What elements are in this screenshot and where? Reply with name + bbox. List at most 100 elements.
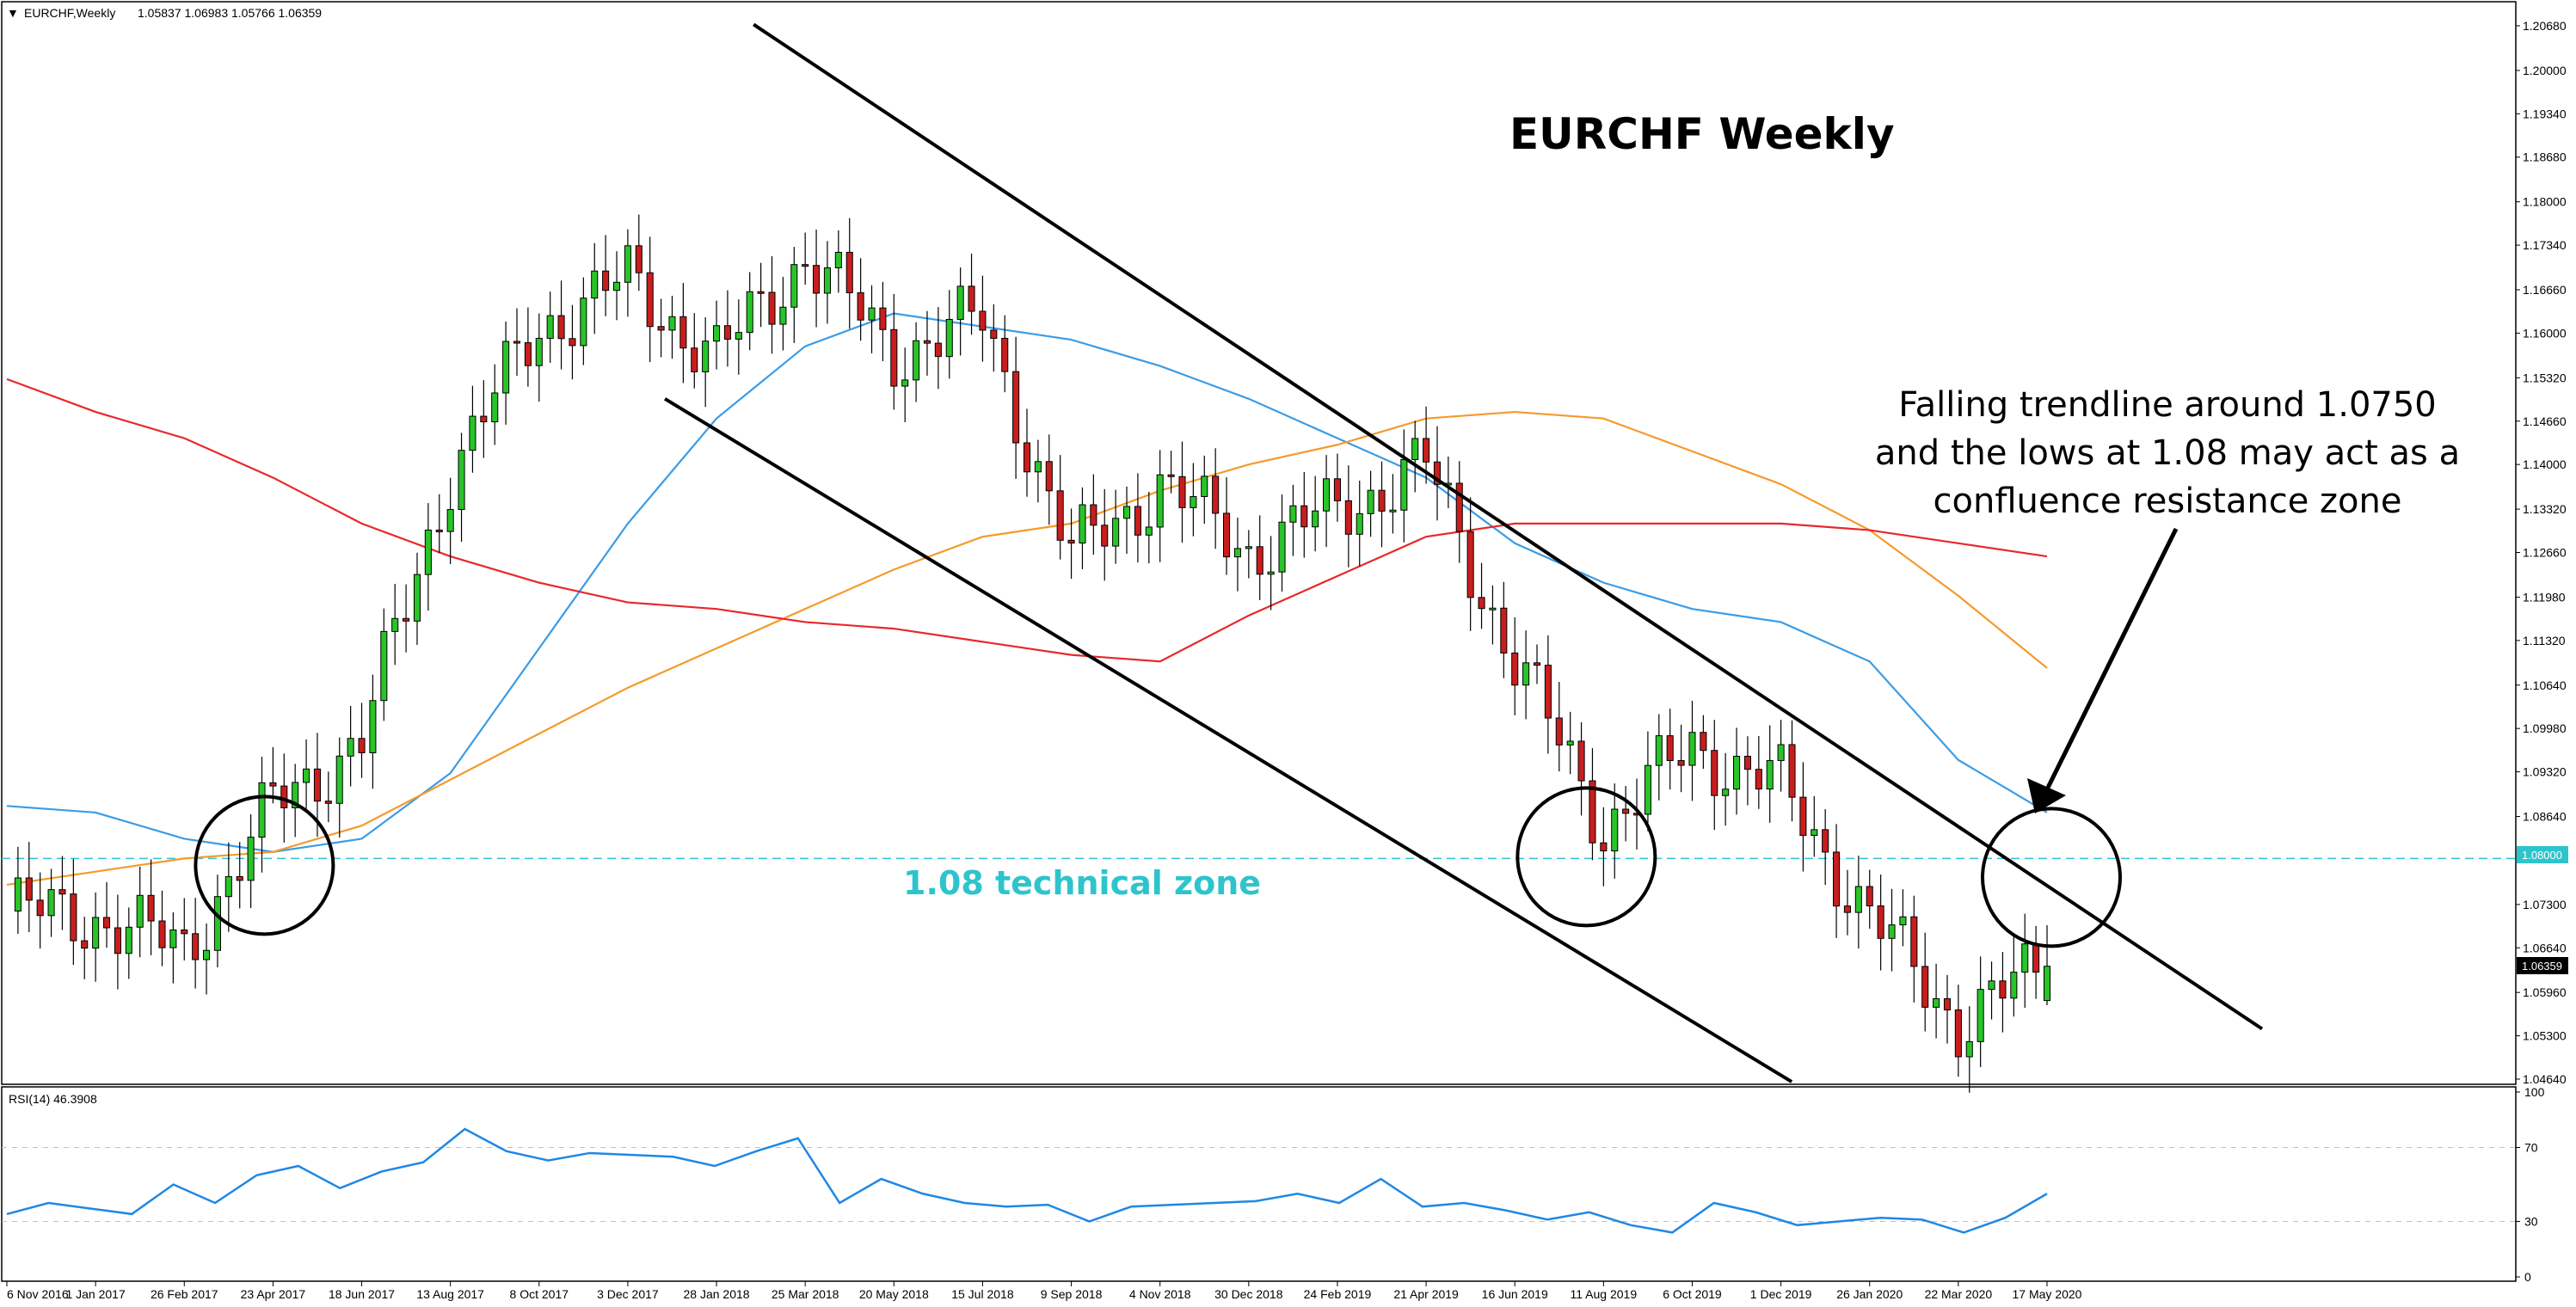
candle — [1822, 809, 1829, 886]
candle-body — [1067, 539, 1075, 544]
candle — [102, 881, 111, 948]
candle — [224, 842, 232, 932]
candle — [580, 277, 587, 365]
candle-body — [1732, 755, 1741, 790]
candle — [1811, 795, 1818, 857]
candle — [335, 737, 343, 838]
candle-body — [1811, 829, 1818, 837]
candle — [1799, 762, 1807, 872]
chart-menu-glyph[interactable]: ▼ — [7, 6, 19, 20]
candle — [923, 310, 931, 376]
candle-body — [224, 875, 232, 898]
candle — [890, 293, 898, 410]
candle-body — [2032, 943, 2040, 973]
candle — [369, 674, 377, 789]
candle — [1655, 714, 1663, 801]
price-tick-label: 1.15320 — [2523, 371, 2567, 384]
candle — [458, 433, 465, 543]
candle — [147, 859, 155, 955]
candle — [258, 757, 266, 873]
candle — [81, 917, 89, 979]
candle — [1555, 682, 1563, 772]
candle — [1134, 473, 1141, 563]
candle — [1500, 581, 1508, 678]
time-tick-label: 1 Jan 2017 — [65, 1287, 125, 1301]
time-tick-label: 20 May 2018 — [859, 1287, 929, 1301]
candle — [380, 608, 388, 721]
candle-body — [147, 894, 155, 922]
price-tick-label: 1.14000 — [2523, 457, 2567, 471]
candle-body — [1023, 442, 1031, 473]
candle — [956, 267, 964, 356]
candle — [569, 304, 576, 380]
candle — [1700, 715, 1707, 770]
price-tick-label: 1.14660 — [2523, 414, 2567, 428]
price-tick-label: 1.06640 — [2523, 941, 2567, 954]
candle — [70, 858, 77, 966]
candle — [691, 313, 698, 389]
price-tick-label: 1.20680 — [2523, 19, 2567, 33]
moving-average-line-1 — [6, 312, 2048, 853]
main-panel-frame — [1, 1, 2517, 1085]
candle — [1312, 476, 1319, 552]
time-tick-label: 1 Dec 2019 — [1750, 1287, 1812, 1301]
candle-body — [1910, 916, 1918, 967]
candle — [1877, 874, 1884, 971]
candle — [1034, 439, 1042, 503]
candle-body — [802, 264, 809, 267]
candle-body — [569, 338, 576, 347]
candle-body — [1854, 886, 1862, 913]
candle — [1644, 731, 1651, 831]
candle-body — [1145, 526, 1153, 536]
candle-body — [47, 889, 55, 917]
candle — [1222, 477, 1231, 575]
candle-body — [2021, 943, 2029, 973]
grid-layer — [2, 857, 2516, 1222]
candle — [1478, 562, 1485, 629]
candle — [1533, 644, 1541, 684]
candle-body — [857, 291, 864, 321]
chart-ohlc-readout: 1.05837 1.06983 1.05766 1.06359 — [138, 6, 322, 20]
candle — [1566, 711, 1574, 775]
candle — [14, 846, 22, 934]
candle-body — [1079, 504, 1086, 544]
candle-body — [502, 341, 510, 394]
candle — [1866, 869, 1873, 930]
candle — [58, 856, 66, 930]
candle-body — [1954, 1009, 1962, 1058]
candle-body — [1866, 886, 1873, 907]
candle — [324, 771, 332, 823]
rsi-line — [6, 1127, 2048, 1234]
candle-body — [1933, 997, 1940, 1008]
candle — [1577, 722, 1585, 816]
candle — [1743, 736, 1751, 806]
candle — [1965, 1006, 1973, 1093]
candle-body — [612, 281, 621, 291]
candle-body — [1943, 997, 1952, 1011]
candle — [1622, 786, 1630, 842]
candle-body — [1056, 490, 1064, 541]
candle-body — [1267, 571, 1275, 575]
candle — [1367, 470, 1374, 537]
candle — [934, 307, 942, 390]
candle-body — [347, 738, 354, 757]
candle-body — [1455, 482, 1463, 532]
candle-body — [1034, 461, 1042, 473]
candle-body — [1423, 438, 1430, 463]
candle-body — [446, 509, 454, 532]
candle — [557, 280, 565, 370]
candle-body — [591, 270, 599, 299]
price-tick-label: 1.09320 — [2523, 765, 2567, 779]
candle — [1178, 441, 1186, 543]
candle-body — [890, 328, 898, 387]
candle-body — [602, 270, 610, 291]
candle-body — [1511, 652, 1519, 686]
candle — [1300, 471, 1308, 558]
candle-body — [1544, 665, 1552, 719]
candle — [236, 842, 243, 909]
candle — [25, 842, 33, 933]
candle-body — [25, 877, 33, 901]
candle — [2043, 925, 2051, 1006]
candle — [979, 275, 987, 362]
candle-body — [313, 768, 322, 802]
